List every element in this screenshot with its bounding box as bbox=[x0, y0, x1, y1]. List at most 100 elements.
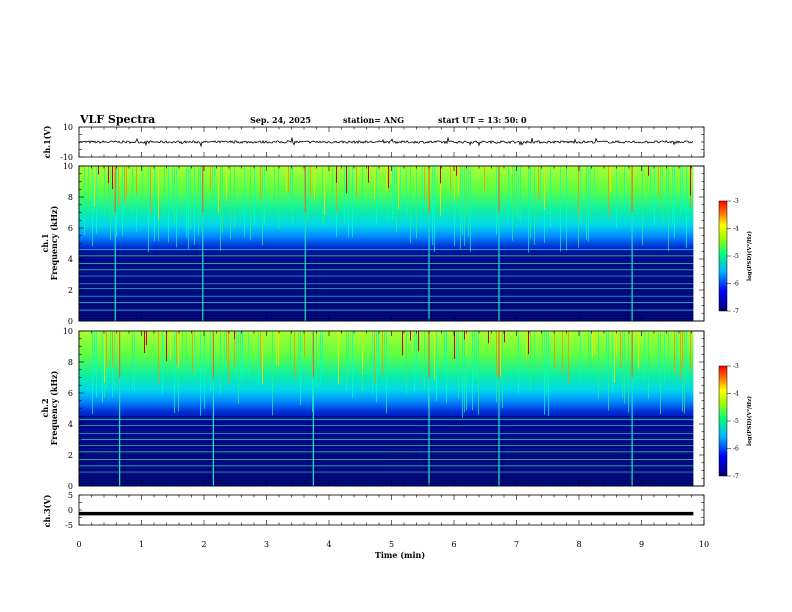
date-label: Sep. 24, 2025 bbox=[250, 115, 311, 125]
sferic-streak bbox=[134, 331, 135, 392]
sferic-strong bbox=[210, 166, 211, 190]
sferic-streak bbox=[566, 166, 567, 251]
sferic-streak bbox=[88, 166, 89, 209]
sferic-strong bbox=[126, 166, 127, 197]
freq-tick-label: 8 bbox=[68, 358, 73, 367]
sferic-streak bbox=[104, 166, 105, 217]
sferic-streak bbox=[300, 331, 301, 405]
sferic-streak bbox=[616, 166, 617, 229]
ch1-spec-ylabel-ch: ch.1 bbox=[40, 233, 50, 252]
sferic-streak bbox=[580, 331, 581, 383]
spectrogram-band bbox=[79, 253, 694, 255]
spectrogram-band bbox=[79, 441, 694, 443]
sferic-streak bbox=[116, 166, 117, 237]
ch1-ytick-top: 10 bbox=[63, 123, 73, 132]
sferic-strong bbox=[592, 331, 593, 359]
sferic-streak bbox=[628, 331, 629, 413]
sferic-peak bbox=[456, 166, 457, 176]
sferic-streak bbox=[172, 166, 173, 212]
sferic-streak bbox=[278, 166, 279, 229]
sferic-strong bbox=[382, 331, 383, 375]
sferic-streak bbox=[322, 331, 323, 376]
sferic-peak bbox=[108, 166, 109, 184]
sferic-streak bbox=[464, 166, 465, 246]
ch1-ytick-bottom: -10 bbox=[60, 153, 73, 162]
sferic-streak bbox=[362, 166, 363, 213]
spectrogram-band bbox=[79, 301, 694, 303]
sferic-streak bbox=[496, 166, 497, 235]
sferic-streak bbox=[220, 331, 221, 395]
spectrogram-band bbox=[79, 278, 694, 281]
sferic-streak bbox=[520, 166, 521, 222]
sferic-streak bbox=[182, 331, 183, 378]
spectrogram-band bbox=[79, 455, 694, 457]
sferic-strong bbox=[170, 331, 171, 360]
sferic-strong bbox=[150, 166, 151, 215]
sferic-streak bbox=[598, 331, 599, 400]
freq-tick-label: 4 bbox=[68, 255, 73, 264]
sferic-strong bbox=[176, 331, 177, 366]
sferic-streak bbox=[168, 166, 169, 243]
sferic-peak bbox=[528, 331, 529, 355]
freq-tick-label: 10 bbox=[63, 162, 73, 171]
sferic-streak bbox=[194, 166, 195, 245]
freq-tick-label: 6 bbox=[68, 224, 73, 233]
sferic-streak bbox=[424, 331, 425, 390]
sferic-streak bbox=[248, 331, 249, 379]
sferic-streak bbox=[410, 166, 411, 244]
sferic-strong bbox=[614, 331, 615, 383]
sferic-strong bbox=[304, 331, 305, 357]
sferic-strong bbox=[294, 331, 295, 379]
freq-tick-label: 10 bbox=[63, 327, 73, 336]
sferic-streak bbox=[254, 166, 255, 226]
sferic-streak bbox=[376, 331, 377, 403]
colorbar-tick-label: -7 bbox=[733, 473, 739, 480]
sferic-peak bbox=[388, 166, 389, 189]
sferic-streak bbox=[392, 166, 393, 221]
sferic-strong bbox=[374, 331, 375, 385]
sferic-streak bbox=[462, 166, 463, 235]
freq-tick-label: 2 bbox=[68, 286, 73, 295]
sferic-streak bbox=[210, 331, 211, 392]
sferic-strong bbox=[276, 331, 277, 366]
sferic-streak bbox=[352, 166, 353, 238]
sferic-strong bbox=[466, 331, 467, 356]
sferic-streak bbox=[432, 166, 433, 246]
x-tick-label: 8 bbox=[576, 540, 581, 549]
sferic-streak bbox=[514, 166, 515, 213]
x-tick-label: 2 bbox=[201, 540, 206, 549]
sferic-strong bbox=[226, 331, 227, 362]
sferic-streak bbox=[174, 331, 175, 413]
sferic-streak bbox=[136, 166, 137, 232]
sferic-streak bbox=[544, 331, 545, 415]
sferic-streak bbox=[502, 331, 503, 408]
sferic-streak bbox=[642, 166, 643, 246]
sferic-streak bbox=[464, 331, 465, 413]
spectrogram-band bbox=[79, 435, 694, 437]
sferic-peak bbox=[166, 331, 167, 362]
spectrogram-band bbox=[79, 443, 694, 446]
sferic-strong bbox=[278, 331, 279, 366]
ch1-spec-ylabel-freq: Frequency (kHz) bbox=[49, 205, 59, 280]
sferic-streak bbox=[242, 331, 243, 381]
colorbar-tick-label: -4 bbox=[733, 226, 739, 233]
ch1-ylabel: ch.1(V) bbox=[42, 125, 52, 158]
spectrogram-band bbox=[79, 273, 694, 275]
sferic-strong bbox=[682, 331, 683, 367]
spectrogram-band bbox=[79, 466, 694, 468]
sferic-streak bbox=[388, 166, 389, 220]
sferic-strong bbox=[262, 331, 263, 385]
sferic-streak bbox=[320, 331, 321, 384]
freq-tick-label: 8 bbox=[68, 193, 73, 202]
sferic-streak bbox=[534, 166, 535, 245]
sferic-strong bbox=[398, 166, 399, 209]
sferic-strong bbox=[674, 331, 675, 375]
sferic-streak bbox=[378, 331, 379, 375]
spectrogram-band bbox=[79, 482, 694, 485]
spectrogram-band bbox=[79, 429, 694, 432]
sferic-streak bbox=[590, 331, 591, 371]
start-time-label: start UT = 13: 50: 0 bbox=[438, 115, 527, 125]
x-tick-label: 10 bbox=[699, 540, 709, 549]
sferic-peak bbox=[98, 166, 99, 175]
sferic-streak bbox=[394, 166, 395, 207]
